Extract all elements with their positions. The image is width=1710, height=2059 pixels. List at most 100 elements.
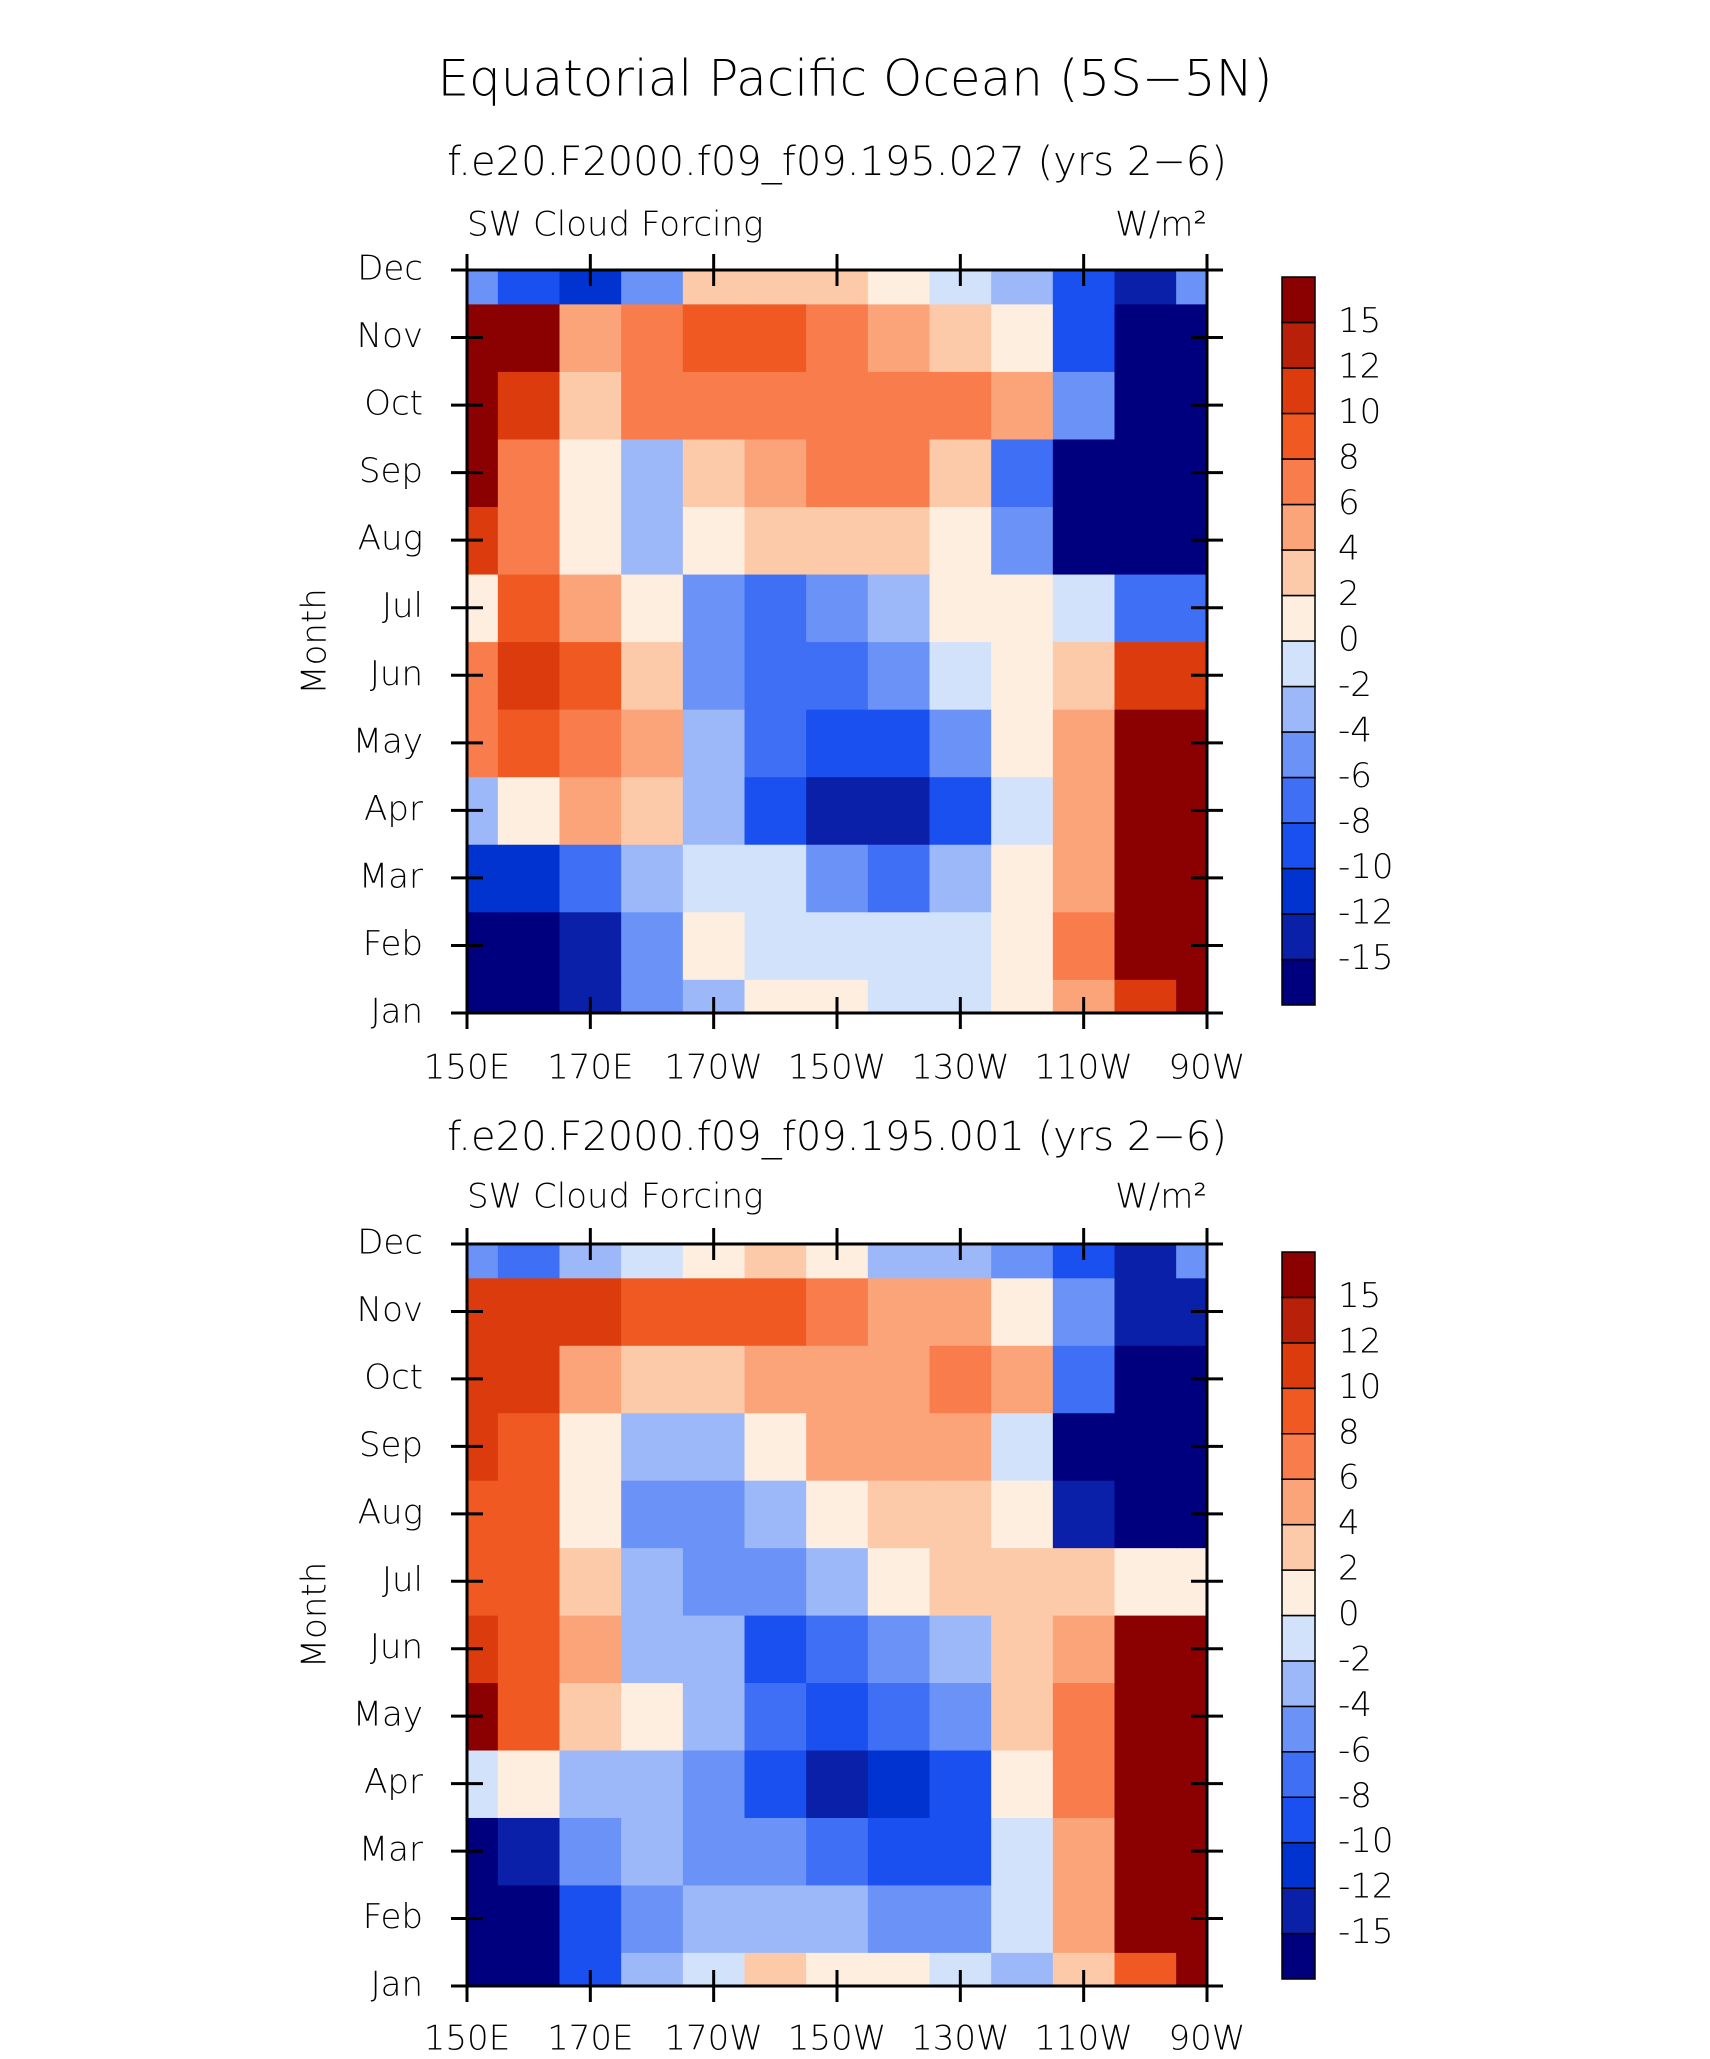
contour-cell <box>929 1884 992 1953</box>
colorbar-label: 6 <box>1338 1458 1360 1498</box>
colorbar-label: 15 <box>1338 1276 1381 1316</box>
contour-cell <box>682 1615 746 1684</box>
contour-cell <box>744 506 807 575</box>
contour-cell <box>1114 1412 1177 1481</box>
colorbar-box <box>1281 367 1316 415</box>
contour-cell <box>991 844 1054 913</box>
contour-cell <box>559 1749 622 1818</box>
contour-cell <box>991 1547 1054 1616</box>
y-axis-title: Month <box>295 1562 335 1669</box>
units-label: W/m² <box>1115 205 1207 245</box>
contour-cell <box>806 641 869 710</box>
contour-cell <box>497 1884 561 1953</box>
y-tick-label: Apr <box>364 1762 423 1802</box>
contour-cell <box>497 776 561 845</box>
contour-cell <box>744 979 807 1014</box>
contour-cell <box>744 1682 807 1751</box>
x-tick-label: 150W <box>788 1048 887 1088</box>
contour-cell <box>559 641 622 710</box>
contour-cell <box>559 438 622 508</box>
contour-cell <box>1176 270 1208 305</box>
colorbar-label: 8 <box>1338 1412 1360 1452</box>
contour-cell <box>497 1615 561 1684</box>
contour-cell <box>559 506 622 575</box>
contour-cell <box>744 371 807 440</box>
contour-cell <box>929 776 992 845</box>
contour-cell <box>991 776 1054 845</box>
x-tick-label: 110W <box>1034 2019 1133 2059</box>
contour-cell <box>682 438 746 508</box>
contour-cell <box>929 844 992 913</box>
y-tick-label: Sep <box>359 1425 423 1465</box>
contour-cell <box>682 1412 746 1481</box>
y-tick-label: May <box>353 721 423 761</box>
contour-cell <box>559 1817 622 1886</box>
x-tick-label: 90W <box>1169 2019 1246 2059</box>
contour-cell <box>497 438 561 508</box>
contour-cell <box>1114 1277 1177 1346</box>
contour-cell <box>682 506 746 575</box>
contour-cell <box>744 1244 807 1279</box>
contour-cell <box>867 1345 931 1414</box>
contour-cell <box>991 303 1054 372</box>
contour-cell <box>1114 776 1177 845</box>
units-label: W/m² <box>1115 1177 1207 1217</box>
y-tick-label: Nov <box>357 1290 423 1330</box>
contour-cell <box>1052 709 1116 778</box>
y-tick-label: Oct <box>364 1357 423 1397</box>
contour-cell <box>1052 506 1116 575</box>
colorbar-box <box>1281 731 1316 779</box>
contour-cell <box>1052 371 1116 440</box>
colorbar-box <box>1281 1751 1316 1798</box>
contour-cell <box>621 979 684 1014</box>
contour-cell <box>621 1749 684 1818</box>
contour-cell <box>1052 1480 1116 1549</box>
contour-cell <box>497 1682 561 1751</box>
contour-cell <box>1114 1749 1177 1818</box>
contour-cell <box>806 573 869 643</box>
contour-cell <box>559 709 622 778</box>
contour-cell <box>744 438 807 508</box>
colorbar-label: -12 <box>1338 893 1394 933</box>
contour-cell <box>682 1749 746 1818</box>
colorbar-box <box>1281 776 1316 824</box>
contour-cell <box>744 911 807 980</box>
contour-cell <box>682 1345 746 1414</box>
colorbar-label: -2 <box>1338 665 1372 705</box>
contour-cell <box>1052 1345 1116 1414</box>
contour-cell <box>929 1480 992 1549</box>
contour-cell <box>991 1952 1054 1987</box>
contour-cell <box>559 1547 622 1616</box>
contour-cell <box>991 270 1054 305</box>
contour-cell <box>497 371 561 440</box>
contour-cell <box>559 844 622 913</box>
y-axis-title: Month <box>295 588 335 695</box>
contour-cell <box>621 303 684 372</box>
contour-cell <box>929 641 992 710</box>
contour-cell <box>867 506 931 575</box>
contour-cell <box>991 573 1054 643</box>
contour-cell <box>1114 844 1177 913</box>
contour-cell <box>806 1547 869 1616</box>
colorbar-label: -6 <box>1338 1730 1372 1770</box>
contour-cell <box>991 1345 1054 1414</box>
contour-cell <box>867 1244 931 1279</box>
colorbar-label: -15 <box>1338 938 1394 978</box>
contour-cell <box>806 303 869 372</box>
contour-cell <box>682 911 746 980</box>
colorbar-box <box>1281 1614 1316 1662</box>
contour-cell <box>867 1615 931 1684</box>
contour-cell <box>559 1412 622 1481</box>
contour-cell <box>1114 371 1177 440</box>
colorbar-box <box>1281 1433 1316 1480</box>
contour-cell <box>1114 1682 1177 1751</box>
x-tick-label: 150W <box>788 2019 887 2059</box>
contour-cell <box>929 438 992 508</box>
contour-cell <box>1176 1244 1208 1279</box>
colorbar-box <box>1281 913 1316 961</box>
x-tick-label: 150E <box>424 1048 510 1088</box>
contour-cell <box>497 709 561 778</box>
contour-cell <box>621 1412 684 1481</box>
contour-cell <box>806 709 869 778</box>
